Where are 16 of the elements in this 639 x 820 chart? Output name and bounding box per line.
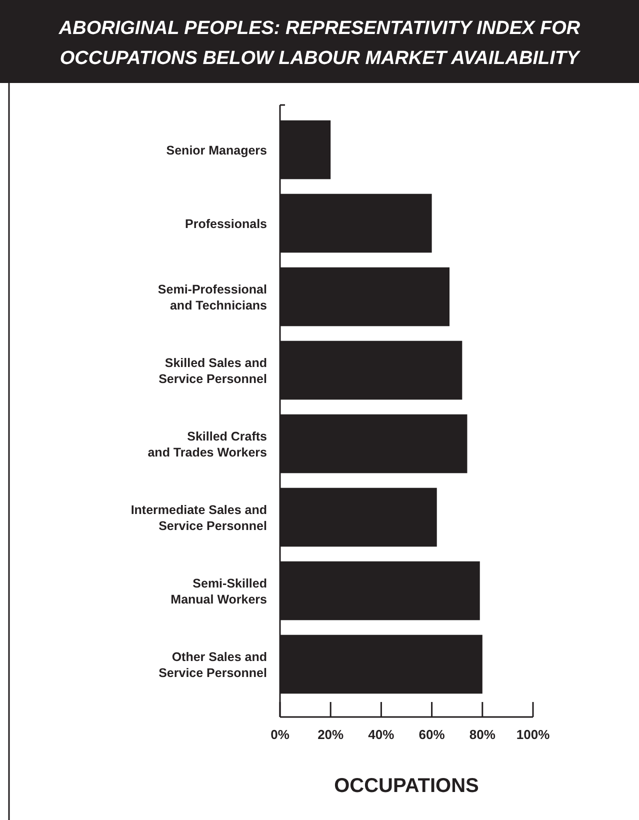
x-tick-label: 100% xyxy=(516,727,550,742)
y-tick-label: Professionals xyxy=(185,216,268,231)
y-tick-label: Skilled Crafts and Trades Workers xyxy=(148,429,268,460)
y-tick-label: Other Sales and Service Personnel xyxy=(158,650,267,680)
y-tick-label: Intermediate Sales and Service Personnel xyxy=(130,502,267,533)
x-tick-label: 60% xyxy=(418,727,446,742)
y-tick-label: Skilled Sales and Service Personnel xyxy=(158,356,267,386)
x-tick-label: 40% xyxy=(368,727,395,742)
y-tick-label: Semi-Skilled Manual Workers xyxy=(170,576,268,606)
y-tick-label: Semi-Professional and Technicians xyxy=(158,282,268,312)
x-tick-label: 0% xyxy=(270,727,290,742)
x-tick-label: 80% xyxy=(469,727,496,742)
x-tick-label: 20% xyxy=(318,727,344,742)
chart-title: ABORIGINAL PEOPLES: REPRESENTATIVITY INDEX FOR OCCUPATIONS BELOW LABOUR MARKET AVAILABILITY xyxy=(58,18,582,69)
y-tick-label: Senior Managers xyxy=(166,143,268,158)
x-axis-title: OCCUPATIONS xyxy=(334,775,479,797)
